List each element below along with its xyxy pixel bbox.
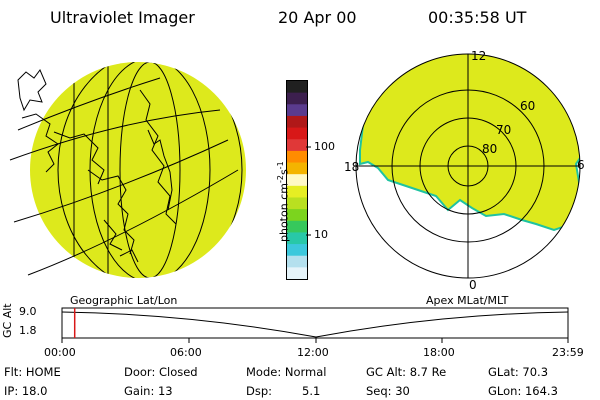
status-gc-alt: GC Alt: 8.7 Re xyxy=(366,365,447,379)
color-scale-ticks xyxy=(306,146,311,236)
date-label: 20 Apr 00 xyxy=(278,8,357,27)
status-flight: Flt: HOME xyxy=(4,365,61,379)
timeline-ytick-low: 1.8 xyxy=(19,324,37,337)
status-mode: Mode: Normal xyxy=(246,365,327,379)
timeline-xtick-0: 00:00 xyxy=(44,346,76,359)
color-scale-swatch xyxy=(287,255,307,268)
color-tick-10: 10 xyxy=(314,228,328,241)
color-scale-swatch xyxy=(287,92,307,105)
polar-auroral-plot: 12 18 6 0 60 70 80 xyxy=(344,49,585,290)
color-scale-swatch xyxy=(287,115,307,129)
lat-lon-grid xyxy=(57,62,243,278)
status-door: Door: Closed xyxy=(124,365,198,379)
status-dsp-label: Dsp: xyxy=(246,384,273,398)
color-scale-swatch xyxy=(287,139,307,152)
mlt-label-6: 6 xyxy=(577,158,585,172)
timeline-xtick-1: 06:00 xyxy=(170,346,202,359)
globe-disk xyxy=(30,62,246,278)
color-scale-swatch xyxy=(287,127,307,140)
color-scale-swatch xyxy=(287,174,307,187)
color-tick-100: 100 xyxy=(314,140,335,153)
coastlines xyxy=(17,69,177,263)
instrument-title: Ultraviolet Imager xyxy=(50,8,195,27)
color-scale-swatch xyxy=(287,244,307,257)
color-scale-swatch xyxy=(287,81,307,94)
lat-label-70: 70 xyxy=(496,123,511,137)
color-scale-unit-label: photon cm-2s-1 xyxy=(276,161,291,242)
timeline-xtick-2: 12:00 xyxy=(297,346,329,359)
color-scale-swatch xyxy=(287,209,307,222)
color-scale-swatch xyxy=(287,185,307,198)
mlt-label-18: 18 xyxy=(344,160,359,174)
timeline-altitude-plot xyxy=(61,307,569,343)
lat-label-60: 60 xyxy=(520,99,535,113)
timeline-right-label: Apex MLat/MLT xyxy=(426,294,509,307)
timeline-xtick-3: 18:00 xyxy=(423,346,455,359)
status-glat: GLat: 70.3 xyxy=(488,365,549,379)
mlt-label-12: 12 xyxy=(471,49,486,63)
timeline-xtick-4: 23:59 xyxy=(552,346,584,359)
timeline-axis-label: GC Alt xyxy=(1,303,14,338)
color-scale-bar xyxy=(286,80,308,280)
color-scale-swatch xyxy=(287,232,307,245)
color-scale-swatch xyxy=(287,150,307,164)
time-label: 00:35:58 UT xyxy=(428,8,527,27)
status-dsp-value: 5.1 xyxy=(302,384,321,398)
status-seq: Seq: 30 xyxy=(366,384,410,398)
color-scale-swatch xyxy=(287,162,307,175)
color-scale-swatch xyxy=(287,267,307,280)
mlt-label-0: 0 xyxy=(469,278,477,290)
status-gain: Gain: 13 xyxy=(124,384,173,398)
color-scale-swatch xyxy=(287,104,307,117)
timeline-ytick-high: 9.0 xyxy=(19,305,37,318)
status-glon: GLon: 164.3 xyxy=(488,384,558,398)
status-ip: IP: 18.0 xyxy=(4,384,48,398)
color-scale-swatch xyxy=(287,197,307,210)
timeline-left-label: Geographic Lat/Lon xyxy=(70,294,178,307)
color-scale-swatch xyxy=(287,220,307,233)
aurora-emission-region xyxy=(359,54,580,232)
geographic-globe-image xyxy=(9,62,246,278)
lat-label-80: 80 xyxy=(482,142,497,156)
